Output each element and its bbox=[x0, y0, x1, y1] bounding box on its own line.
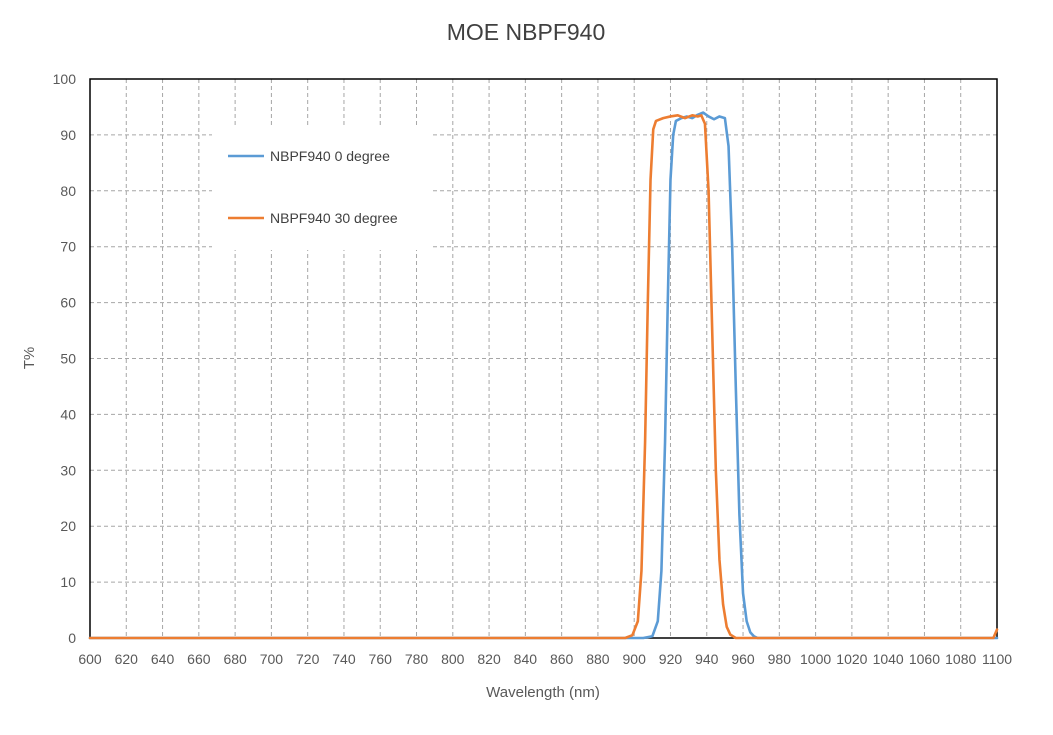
legend: NBPF940 0 degree NBPF940 30 degree bbox=[212, 125, 430, 250]
legend-label-0: NBPF940 0 degree bbox=[270, 148, 390, 164]
tick-labels: 600 620 640 660 680 700 720 740 760 780 800 820 840 8… bbox=[53, 71, 1013, 667]
y-tick-label: 70 bbox=[60, 239, 76, 255]
x-tick-label: 1020 bbox=[836, 651, 867, 667]
x-tick-label: 960 bbox=[731, 651, 755, 667]
x-tick-label: 820 bbox=[477, 651, 501, 667]
x-axis-title: Wavelength (nm) bbox=[486, 684, 600, 701]
x-tick-label: 600 bbox=[78, 651, 102, 667]
x-tick-label: 660 bbox=[187, 651, 211, 667]
x-tick-label: 1080 bbox=[945, 651, 976, 667]
y-tick-label: 20 bbox=[60, 518, 76, 534]
x-tick-label: 1040 bbox=[873, 651, 904, 667]
y-tick-label: 30 bbox=[60, 462, 76, 478]
x-tick-label: 620 bbox=[115, 651, 139, 667]
y-tick-label: 80 bbox=[60, 183, 76, 199]
x-tick-label: 900 bbox=[623, 651, 647, 667]
series-lines bbox=[88, 111, 999, 640]
x-tick-label: 940 bbox=[695, 651, 719, 667]
x-tick-label: 720 bbox=[296, 651, 320, 667]
x-tick-label: 840 bbox=[514, 651, 538, 667]
x-tick-label: 800 bbox=[441, 651, 465, 667]
x-tick-label: 780 bbox=[405, 651, 429, 667]
x-tick-label: 860 bbox=[550, 651, 574, 667]
x-tick-label: 1100 bbox=[982, 651, 1012, 667]
series-line-1 bbox=[88, 114, 999, 640]
series-line-0 bbox=[88, 111, 999, 640]
legend-label-1: NBPF940 30 degree bbox=[270, 210, 398, 226]
y-tick-label: 50 bbox=[60, 351, 76, 367]
x-tick-label: 740 bbox=[332, 651, 356, 667]
y-tick-label: 90 bbox=[60, 127, 76, 143]
y-tick-label: 100 bbox=[53, 71, 77, 87]
y-tick-label: 40 bbox=[60, 406, 76, 422]
y-axis-title: T% bbox=[21, 347, 38, 370]
x-tick-label: 680 bbox=[223, 651, 247, 667]
y-tick-label: 0 bbox=[68, 630, 76, 646]
y-tick-label: 10 bbox=[60, 574, 76, 590]
x-tick-label: 980 bbox=[768, 651, 792, 667]
x-tick-label: 640 bbox=[151, 651, 175, 667]
y-tick-label: 60 bbox=[60, 295, 76, 311]
chart-title: MOE NBPF940 bbox=[447, 19, 606, 45]
x-tick-label: 760 bbox=[369, 651, 393, 667]
x-tick-label: 1000 bbox=[800, 651, 831, 667]
x-tick-label: 880 bbox=[586, 651, 610, 667]
x-tick-label: 1060 bbox=[909, 651, 940, 667]
x-tick-label: 920 bbox=[659, 651, 683, 667]
x-tick-label: 700 bbox=[260, 651, 284, 667]
legend-box bbox=[212, 125, 430, 250]
